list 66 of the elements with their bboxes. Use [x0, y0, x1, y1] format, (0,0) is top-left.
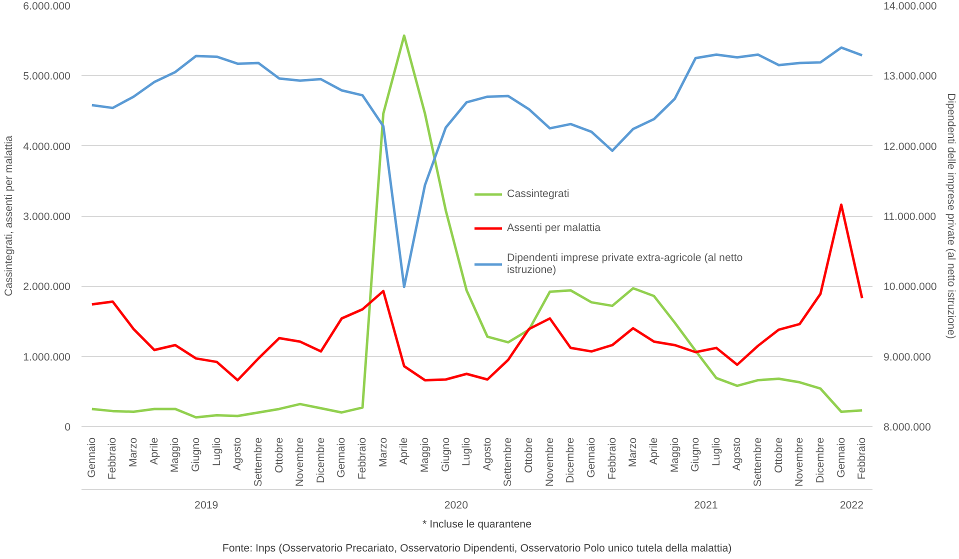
y-tick-label: 3.000.000 [23, 211, 71, 223]
line-series [90, 46, 864, 288]
x-tick-label: Ottobre [523, 437, 536, 474]
x-tick-label: Settembre [752, 437, 764, 487]
x-tick-label: Giugno [440, 437, 452, 472]
y-tick-label: 6.000.000 [23, 0, 71, 12]
x-tick-label: Febbraio [606, 437, 618, 480]
x-tick-label: Dicembre [814, 437, 826, 484]
y-tick-label: 5.000.000 [23, 70, 71, 83]
x-tick-label: Dicembre [564, 437, 577, 484]
x-tick-label: Marzo [377, 437, 390, 468]
y2-tick-label: 9.000.000 [884, 351, 931, 364]
y-tick-label: 2.000.000 [23, 281, 71, 294]
x-tick-label: Agosto [232, 437, 244, 471]
x-tick-label: Novembre [544, 437, 556, 487]
x-tick-label: Gennaio [585, 437, 598, 478]
x-tick-label: Agosto [481, 437, 494, 471]
x-tick-label: Novembre [794, 437, 806, 487]
y-tick-label: 1.000.000 [23, 351, 71, 364]
y-tick-label: 0 [64, 422, 71, 434]
x-tick-label: Dicembre [314, 437, 327, 484]
source-note: Fonte: Inps (Osservatorio Precariato, Osservatorio Dipendenti, Osservatorio Polo unico tutela della malattia) [222, 542, 732, 554]
text: 2019 [194, 500, 218, 512]
x-tick-label: Settembre [502, 437, 514, 487]
line-series [90, 204, 864, 382]
x-tick-label: Maggio [668, 437, 681, 472]
legend-label: Assenti per malattia [507, 222, 601, 234]
x-tick-label: Giugno [190, 437, 202, 472]
y2-tick-label: 11.000.000 [884, 211, 936, 223]
y2-axis-title: Dipendenti delle imprese private (al netto istruzione) [944, 93, 957, 339]
x-tick-label: Giugno [690, 437, 702, 472]
x-tick-label: Aprile [398, 437, 410, 465]
text: * Incluse le quarantene [422, 518, 532, 530]
x-tick-label: Gennaio [86, 437, 98, 478]
x-tick-label: Luglio [210, 437, 223, 466]
x-tick-label: Settembre [252, 437, 264, 487]
x-tick-label: Ottobre [772, 437, 785, 474]
y2-tick-label: 14.000.000 [884, 0, 937, 12]
x-tick-label: Aprile [148, 437, 160, 465]
x-tick-label: Gennaio [835, 437, 848, 478]
text: 2020 [444, 500, 468, 512]
x-tick-label: Febbraio [356, 437, 369, 480]
text: 2021 [694, 500, 718, 512]
y2-tick-label: 8.000.000 [884, 422, 931, 434]
y2-tick-label: 13.000.000 [884, 70, 937, 83]
x-tick-label: Novembre [294, 437, 306, 487]
y2-tick-label: 10.000.000 [884, 281, 937, 294]
x-tick-label: Marzo [627, 437, 640, 468]
y-tick-label: 4.000.000 [23, 140, 71, 153]
legend-label: Dipendenti imprese private extra-agricole (al netto istruzione) [507, 252, 743, 276]
x-tick-label: Maggio [418, 437, 431, 472]
x-tick-label: Febbraio [106, 437, 119, 480]
x-tick-label: Luglio [460, 437, 473, 466]
x-tick-label: Aprile [648, 437, 660, 465]
x-tick-label: Luglio [710, 437, 722, 466]
x-tick-label: Gennaio [336, 437, 348, 478]
x-tick-label: Maggio [169, 437, 182, 472]
x-tick-label: Marzo [128, 437, 140, 468]
line-series [90, 34, 864, 419]
y2-tick-label: 12.000.000 [884, 140, 937, 153]
text: 2022 [840, 500, 864, 512]
x-tick-label: Ottobre [273, 437, 286, 474]
legend-label: Cassintegrati [507, 188, 570, 200]
y-axis-title: Cassintegrati, assenti per malattia [3, 136, 16, 296]
x-tick-label: Agosto [731, 437, 744, 471]
x-tick-label: Febbraio [856, 437, 868, 480]
